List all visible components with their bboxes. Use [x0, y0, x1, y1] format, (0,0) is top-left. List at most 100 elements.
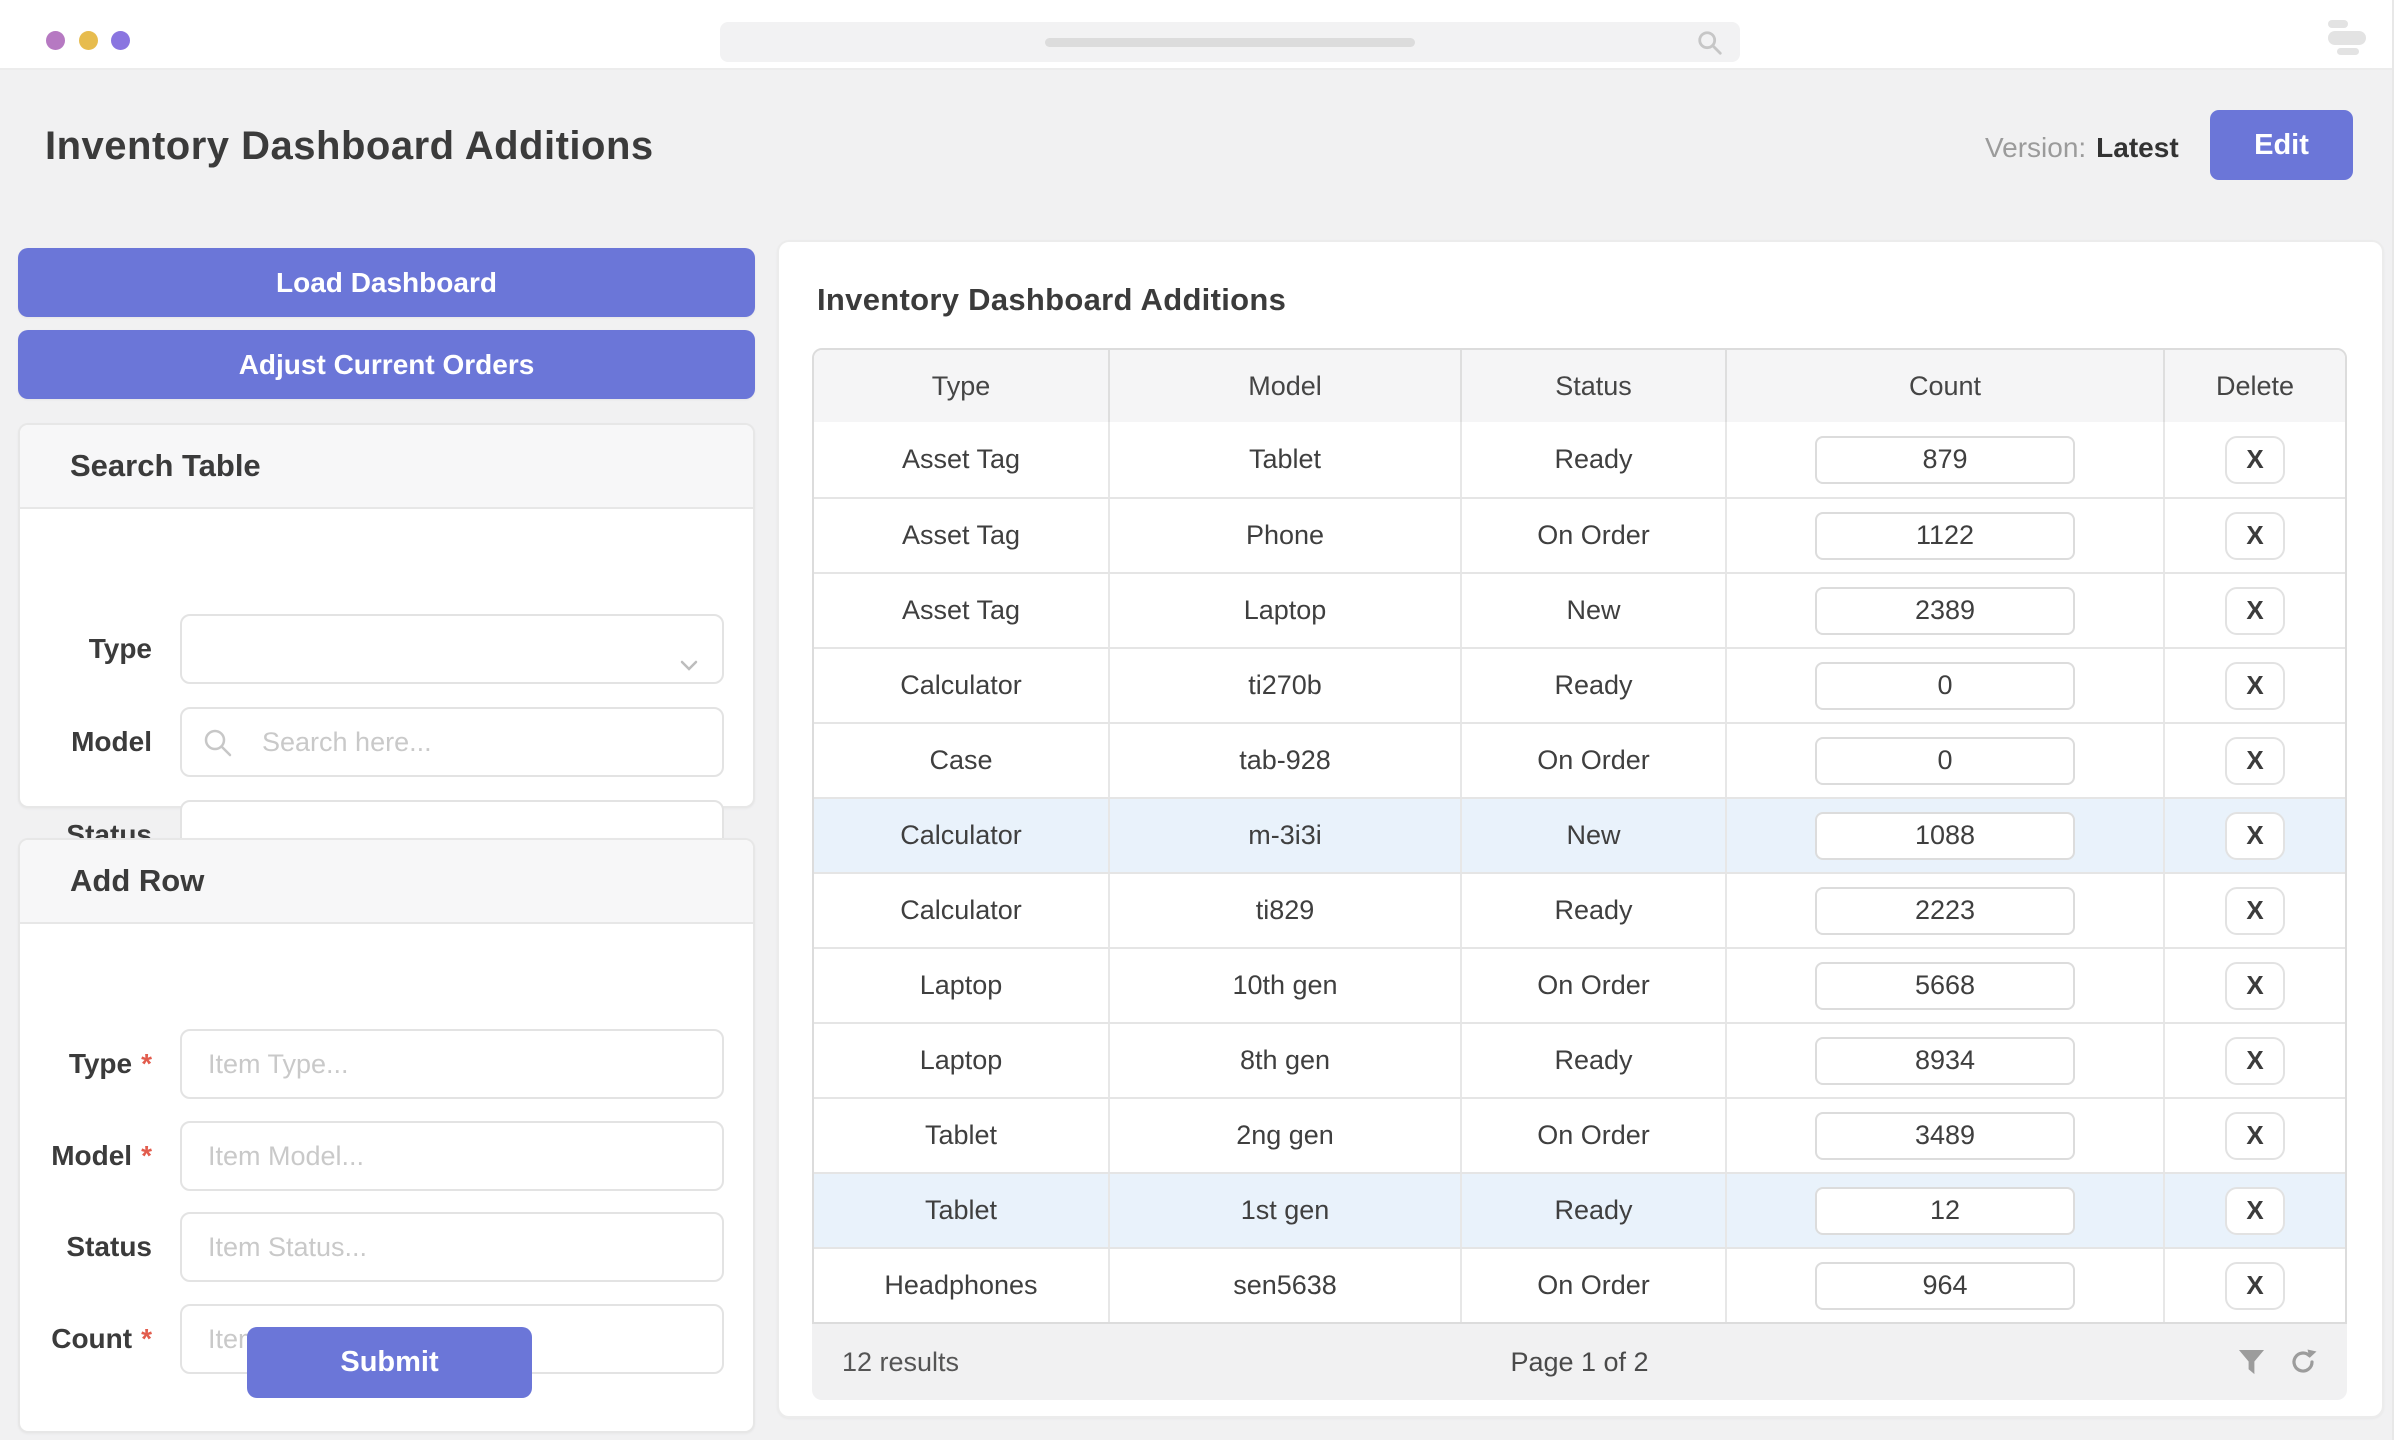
table-panel-title: Inventory Dashboard Additions: [817, 282, 1287, 317]
cell-status: Ready: [1460, 874, 1725, 947]
cell-type: Laptop: [919, 970, 1003, 1000]
table-row: Headphones sen5638 On Order X: [814, 1247, 2345, 1322]
cell-type: Laptop: [919, 1045, 1003, 1075]
menu-icon[interactable]: [2328, 20, 2368, 56]
address-placeholder-line: [1045, 38, 1415, 47]
column-header-model: Model: [1108, 350, 1460, 422]
count-input[interactable]: [1815, 1186, 2075, 1235]
cell-type: Asset Tag: [901, 520, 1021, 550]
cell-status: On Order: [1460, 949, 1725, 1022]
cell-type: Calculator: [900, 820, 1022, 850]
submit-button[interactable]: Submit: [247, 1327, 532, 1398]
page-indicator: Page 1 of 2: [1510, 1346, 1649, 1377]
adjust-current-orders-button[interactable]: Adjust Current Orders: [18, 330, 755, 399]
load-dashboard-button[interactable]: Load Dashboard: [18, 248, 755, 317]
column-header-type: Type: [931, 370, 991, 401]
delete-button[interactable]: X: [2225, 435, 2285, 484]
search-table-panel: Search Table Type Model Status: [18, 423, 755, 870]
table-row: Asset Tag Phone On Order X: [814, 497, 2345, 572]
table-row-highlighted: Tablet 1st gen Ready X: [814, 1172, 2345, 1247]
cell-model: Laptop: [1108, 574, 1460, 647]
page-title: Inventory Dashboard Additions: [45, 124, 654, 168]
delete-button[interactable]: X: [2225, 1111, 2285, 1160]
search-icon: [1696, 29, 1724, 62]
browser-address-bar[interactable]: [720, 22, 1740, 62]
cell-status: Ready: [1460, 1174, 1725, 1247]
count-input[interactable]: [1815, 1111, 2075, 1160]
cell-model: m-3i3i: [1108, 799, 1460, 872]
window-control-dot-icon[interactable]: [46, 31, 65, 50]
window-control-dot-icon[interactable]: [79, 31, 98, 50]
filter-icon[interactable]: [2238, 1349, 2265, 1376]
count-input[interactable]: [1815, 811, 2075, 860]
table-row: Calculator ti829 Ready X: [814, 872, 2345, 947]
delete-button[interactable]: X: [2225, 1036, 2285, 1085]
search-model-input[interactable]: [180, 707, 724, 777]
delete-button[interactable]: X: [2225, 961, 2285, 1010]
add-status-label: Status: [66, 1231, 152, 1262]
scrollbar[interactable]: [2392, 0, 2400, 1440]
cell-model: tab-928: [1108, 724, 1460, 797]
delete-button[interactable]: X: [2225, 586, 2285, 635]
cell-status: Ready: [1460, 1024, 1725, 1097]
table-row-highlighted: Calculator m-3i3i New X: [814, 797, 2345, 872]
table-row: Asset Tag Tablet Ready X: [814, 422, 2345, 497]
required-asterisk: *: [141, 1140, 152, 1171]
count-input[interactable]: [1815, 586, 2075, 635]
add-panel-title: Add Row: [20, 840, 753, 924]
cell-type: Tablet: [924, 1195, 998, 1225]
cell-type: Tablet: [924, 1120, 998, 1150]
delete-button[interactable]: X: [2225, 886, 2285, 935]
cell-model: 8th gen: [1108, 1024, 1460, 1097]
refresh-icon[interactable]: [2289, 1348, 2317, 1376]
search-type-select[interactable]: [180, 614, 724, 684]
delete-button[interactable]: X: [2225, 811, 2285, 860]
cell-type: Headphones: [884, 1270, 1038, 1300]
cell-type: Calculator: [900, 895, 1022, 925]
count-input[interactable]: [1815, 511, 2075, 560]
cell-model: sen5638: [1108, 1249, 1460, 1322]
cell-model: 10th gen: [1108, 949, 1460, 1022]
add-count-label: Count *: [51, 1323, 152, 1354]
count-input[interactable]: [1815, 435, 2075, 484]
results-count: 12 results: [842, 1346, 960, 1377]
add-status-input[interactable]: [180, 1212, 724, 1282]
delete-button[interactable]: X: [2225, 661, 2285, 710]
required-asterisk: *: [141, 1048, 152, 1079]
table-row: Laptop 8th gen Ready X: [814, 1022, 2345, 1097]
cell-status: Ready: [1460, 649, 1725, 722]
search-type-label: Type: [88, 633, 152, 664]
search-panel-title: Search Table: [20, 425, 753, 509]
delete-button[interactable]: X: [2225, 1186, 2285, 1235]
required-asterisk: *: [141, 1323, 152, 1354]
delete-button[interactable]: X: [2225, 736, 2285, 785]
table-footer: 12 results Page 1 of 2: [812, 1324, 2347, 1400]
window-control-dot-icon[interactable]: [111, 31, 130, 50]
cell-model: ti270b: [1108, 649, 1460, 722]
version-value: Latest: [2096, 132, 2179, 163]
cell-status: On Order: [1460, 1099, 1725, 1172]
count-input[interactable]: [1815, 1036, 2075, 1085]
count-input[interactable]: [1815, 661, 2075, 710]
delete-button[interactable]: X: [2225, 511, 2285, 560]
table-row: Calculator ti270b Ready X: [814, 647, 2345, 722]
cell-status: On Order: [1460, 1249, 1725, 1322]
column-header-delete: Delete: [2163, 350, 2345, 422]
count-input[interactable]: [1815, 736, 2075, 785]
cell-model: Tablet: [1108, 422, 1460, 497]
count-input[interactable]: [1815, 886, 2075, 935]
table-row: Tablet 2ng gen On Order X: [814, 1097, 2345, 1172]
cell-type: Asset Tag: [901, 595, 1021, 625]
edit-button[interactable]: Edit: [2210, 110, 2353, 180]
cell-type: Calculator: [900, 670, 1022, 700]
table-header-row: Type Model Status Count Delete: [814, 350, 2345, 422]
count-input[interactable]: [1815, 1261, 2075, 1310]
column-header-count: Count: [1725, 350, 2163, 422]
inventory-table-panel: Inventory Dashboard Additions Type Model…: [777, 240, 2384, 1418]
add-type-input[interactable]: [180, 1029, 724, 1099]
count-input[interactable]: [1815, 961, 2075, 1010]
cell-type: Asset Tag: [901, 444, 1021, 474]
delete-button[interactable]: X: [2225, 1261, 2285, 1310]
cell-status: New: [1460, 799, 1725, 872]
add-model-input[interactable]: [180, 1121, 724, 1191]
